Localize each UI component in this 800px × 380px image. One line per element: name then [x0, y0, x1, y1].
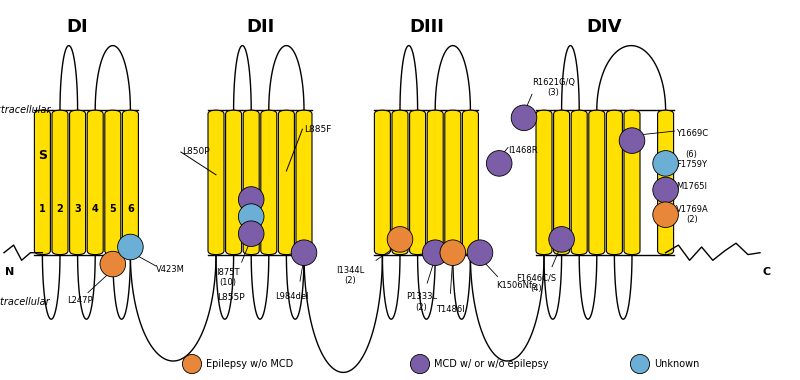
FancyBboxPatch shape	[536, 110, 552, 255]
Text: F1646C/S
(4): F1646C/S (4)	[516, 273, 556, 293]
Ellipse shape	[467, 240, 493, 266]
Text: Y1669C: Y1669C	[676, 128, 708, 138]
Ellipse shape	[619, 128, 645, 154]
Text: 3: 3	[74, 204, 81, 214]
Ellipse shape	[653, 150, 678, 176]
Text: 5: 5	[110, 204, 116, 214]
FancyBboxPatch shape	[87, 110, 103, 255]
FancyBboxPatch shape	[296, 110, 312, 255]
Ellipse shape	[100, 251, 126, 277]
FancyBboxPatch shape	[34, 110, 50, 255]
FancyBboxPatch shape	[571, 110, 587, 255]
FancyBboxPatch shape	[243, 110, 259, 255]
Ellipse shape	[182, 355, 202, 374]
Ellipse shape	[511, 105, 537, 131]
FancyBboxPatch shape	[122, 110, 138, 255]
FancyBboxPatch shape	[658, 110, 674, 255]
Text: 6: 6	[127, 204, 134, 214]
Text: K1506Nfs: K1506Nfs	[496, 280, 536, 290]
Text: Unknown: Unknown	[654, 359, 700, 369]
Ellipse shape	[549, 226, 574, 252]
Text: 4: 4	[92, 204, 98, 214]
Ellipse shape	[440, 240, 466, 266]
Text: L984del: L984del	[275, 292, 309, 301]
Text: I1468R: I1468R	[508, 146, 538, 155]
Ellipse shape	[486, 150, 512, 176]
Text: DIII: DIII	[409, 17, 444, 36]
Ellipse shape	[387, 226, 413, 252]
FancyBboxPatch shape	[554, 110, 570, 255]
FancyBboxPatch shape	[208, 110, 224, 255]
Text: L850P: L850P	[182, 147, 210, 157]
FancyBboxPatch shape	[606, 110, 622, 255]
Ellipse shape	[238, 187, 264, 212]
Ellipse shape	[291, 240, 317, 266]
Text: (6)
F1759Y: (6) F1759Y	[676, 150, 707, 169]
Text: L885F: L885F	[304, 125, 331, 134]
FancyBboxPatch shape	[52, 110, 68, 255]
Ellipse shape	[653, 177, 678, 203]
Text: R1621G/Q
(3): R1621G/Q (3)	[532, 78, 575, 97]
Ellipse shape	[238, 204, 264, 230]
Ellipse shape	[422, 240, 448, 266]
FancyBboxPatch shape	[410, 110, 426, 255]
Ellipse shape	[410, 355, 430, 374]
Text: 2: 2	[57, 204, 63, 214]
Text: I1344L
(2): I1344L (2)	[336, 266, 364, 285]
FancyBboxPatch shape	[392, 110, 408, 255]
Text: V1769A
(2): V1769A (2)	[676, 205, 709, 225]
FancyBboxPatch shape	[589, 110, 605, 255]
FancyBboxPatch shape	[445, 110, 461, 255]
FancyBboxPatch shape	[261, 110, 277, 255]
FancyBboxPatch shape	[70, 110, 86, 255]
Text: I875T
(10): I875T (10)	[216, 268, 240, 287]
Text: L855P: L855P	[218, 293, 246, 302]
FancyBboxPatch shape	[374, 110, 390, 255]
Ellipse shape	[630, 355, 650, 374]
Text: S: S	[38, 149, 47, 162]
Text: V423M: V423M	[156, 265, 185, 274]
Ellipse shape	[238, 221, 264, 247]
Text: P1333L
(2): P1333L (2)	[406, 292, 437, 312]
Text: L247P: L247P	[67, 296, 93, 305]
Text: T1486I: T1486I	[436, 305, 465, 314]
Ellipse shape	[118, 234, 143, 260]
Text: Extracellular: Extracellular	[0, 105, 51, 115]
Text: DI: DI	[66, 17, 89, 36]
Text: C: C	[762, 267, 770, 277]
Text: N: N	[5, 267, 14, 277]
Text: 1: 1	[39, 204, 46, 214]
Ellipse shape	[653, 202, 678, 228]
Text: MCD w/ or w/o epilepsy: MCD w/ or w/o epilepsy	[434, 359, 549, 369]
FancyBboxPatch shape	[624, 110, 640, 255]
FancyBboxPatch shape	[427, 110, 443, 255]
FancyBboxPatch shape	[278, 110, 294, 255]
Text: Intracellular: Intracellular	[0, 297, 50, 307]
FancyBboxPatch shape	[105, 110, 121, 255]
FancyBboxPatch shape	[226, 110, 242, 255]
Text: M1765I: M1765I	[676, 182, 707, 191]
Text: Epilepsy w/o MCD: Epilepsy w/o MCD	[206, 359, 294, 369]
Text: DIV: DIV	[586, 17, 622, 36]
Text: DII: DII	[246, 17, 274, 36]
FancyBboxPatch shape	[462, 110, 478, 255]
